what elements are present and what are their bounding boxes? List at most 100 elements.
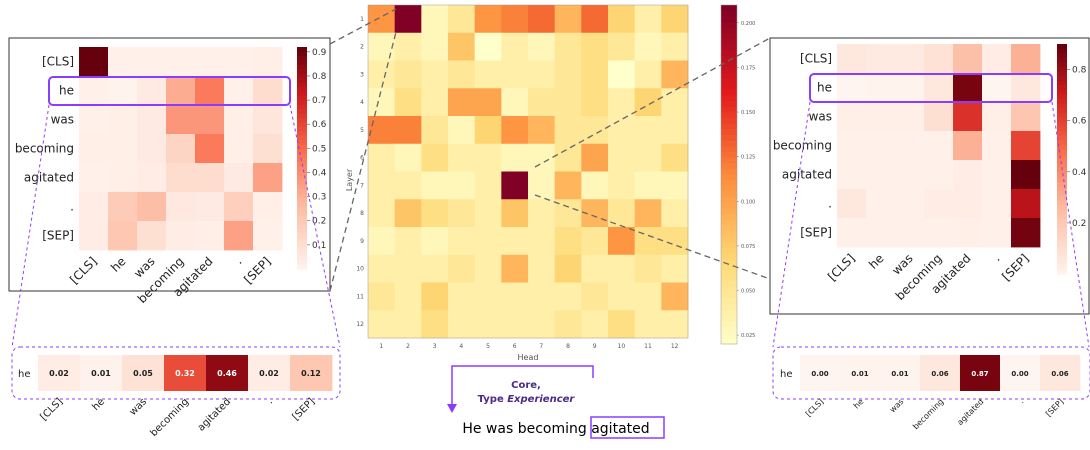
heatmap-cell	[953, 102, 983, 132]
heatmap-cell	[253, 47, 283, 77]
colorbar-segment	[721, 5, 737, 12]
colorbar-segment	[1057, 191, 1067, 197]
y-tick-label: 7	[360, 182, 364, 189]
center-colorbar: 0.025 0.050 0.075 0.100 0.125 0.150 0.175 0.200	[720, 4, 755, 345]
center-y-axis-label: Layer	[345, 168, 354, 191]
colorbar-tick-label: 0.8	[312, 72, 327, 82]
heatmap-cell	[982, 73, 1012, 103]
heatmap-cell	[634, 116, 662, 145]
strip-column-label: [CLS]	[38, 396, 65, 423]
heatmap-cell	[581, 5, 609, 34]
row-label: [CLS]	[42, 55, 74, 69]
left-highlight-box	[48, 76, 291, 106]
colorbar-tick-label: 0.6	[312, 120, 327, 130]
right-highlight-box	[809, 73, 1053, 103]
heatmap-cell	[924, 44, 954, 74]
heatmap-cell	[137, 134, 167, 164]
colorbar-segment	[1057, 44, 1067, 50]
heatmap-cell	[501, 88, 529, 117]
colorbar-segment	[1057, 136, 1067, 142]
heatmap-cell	[501, 116, 529, 145]
right-strip-column-labels: [CLS] he was becoming agitated. [SEP]	[804, 397, 1065, 431]
colorbar-tick-label: 0.025	[741, 333, 755, 339]
heatmap-cell	[661, 88, 689, 117]
x-tick-label: 12	[671, 343, 679, 350]
colorbar-segment	[721, 276, 737, 283]
sentence-highlight-word: agitated	[591, 421, 649, 437]
heatmap-cell	[554, 116, 582, 145]
colorbar-segment	[1057, 140, 1067, 146]
heatmap-cell	[195, 76, 225, 106]
colorbar-segment	[297, 104, 307, 110]
strip-cell	[38, 355, 81, 391]
column-label: [CLS]	[67, 254, 100, 287]
colorbar-tick-label: 0.4	[312, 168, 327, 178]
heatmap-cell	[554, 310, 582, 339]
colorbar-segment	[721, 202, 737, 209]
heatmap-cell	[866, 73, 896, 103]
heatmap-cell	[79, 221, 109, 251]
heatmap-cell	[837, 189, 867, 219]
colorbar-segment	[297, 202, 307, 208]
row-label: [SEP]	[42, 229, 74, 243]
colorbar-segment	[1057, 228, 1067, 234]
heatmap-cell	[501, 171, 529, 200]
strip-cell	[1000, 355, 1041, 391]
colorbar-tick-label: 0.175	[741, 65, 755, 71]
strip-row-label: he	[18, 369, 31, 380]
heatmap-cell	[581, 227, 609, 256]
heatmap-cell	[137, 221, 167, 251]
strip-column-label: agitated	[196, 396, 233, 433]
heatmap-cell	[634, 171, 662, 200]
left-attention-strip: he 0.02 0.01 0.05 0.32 0.46 0.02 0.12 [CLS] he wa…	[11, 346, 341, 439]
colorbar-segment	[1057, 168, 1067, 174]
heatmap-cell	[661, 199, 689, 228]
heatmap-cell	[474, 310, 502, 339]
strip-cell	[80, 355, 123, 391]
heatmap-cell	[195, 221, 225, 251]
heatmap-cell	[501, 227, 529, 256]
column-label: he	[108, 254, 129, 275]
heatmap-cell	[581, 310, 609, 339]
heatmap-cell	[448, 32, 476, 61]
heatmap-cell	[866, 131, 896, 161]
colorbar-segment	[297, 113, 307, 119]
colorbar-segment	[297, 131, 307, 137]
colorbar-segment	[721, 16, 737, 23]
colorbar-segment	[721, 338, 737, 345]
heatmap-cell	[474, 143, 502, 172]
colorbar-segment	[297, 251, 307, 257]
colorbar-segment	[721, 327, 737, 334]
x-tick-label: 6	[513, 343, 517, 350]
colorbar-segment	[297, 237, 307, 243]
heatmap-cell	[394, 282, 422, 311]
strip-connector-line	[1051, 101, 1090, 348]
colorbar-segment	[1057, 264, 1067, 270]
colorbar-tick-label: 0.050	[741, 288, 755, 294]
heatmap-cell	[982, 131, 1012, 161]
colorbar-tick-label: 0.9	[312, 48, 327, 58]
heatmap-cell	[421, 227, 449, 256]
left-strip-cells: he 0.02 0.01 0.05 0.32 0.46 0.02 0.12	[18, 355, 333, 391]
heatmap-cell	[866, 189, 896, 219]
heatmap-cell	[224, 192, 254, 222]
heatmap-cell	[368, 116, 396, 145]
colorbar-segment	[721, 281, 737, 288]
heatmap-cell	[501, 199, 529, 228]
heatmap-cell	[421, 143, 449, 172]
heatmap-cell	[895, 218, 925, 248]
sentence-highlight-box	[590, 416, 665, 439]
heatmap-cell	[634, 5, 662, 34]
left-heatmap-cells	[79, 47, 283, 251]
colorbar-segment	[1057, 94, 1067, 100]
colorbar-segment	[1057, 48, 1067, 54]
heatmap-cell	[501, 143, 529, 172]
heatmap-cell	[421, 254, 449, 283]
heatmap-cell	[394, 171, 422, 200]
colorbar-segment	[297, 91, 307, 97]
strip-value-label: 0.46	[217, 369, 237, 378]
heatmap-cell	[421, 282, 449, 311]
colorbar-frame	[720, 4, 738, 345]
